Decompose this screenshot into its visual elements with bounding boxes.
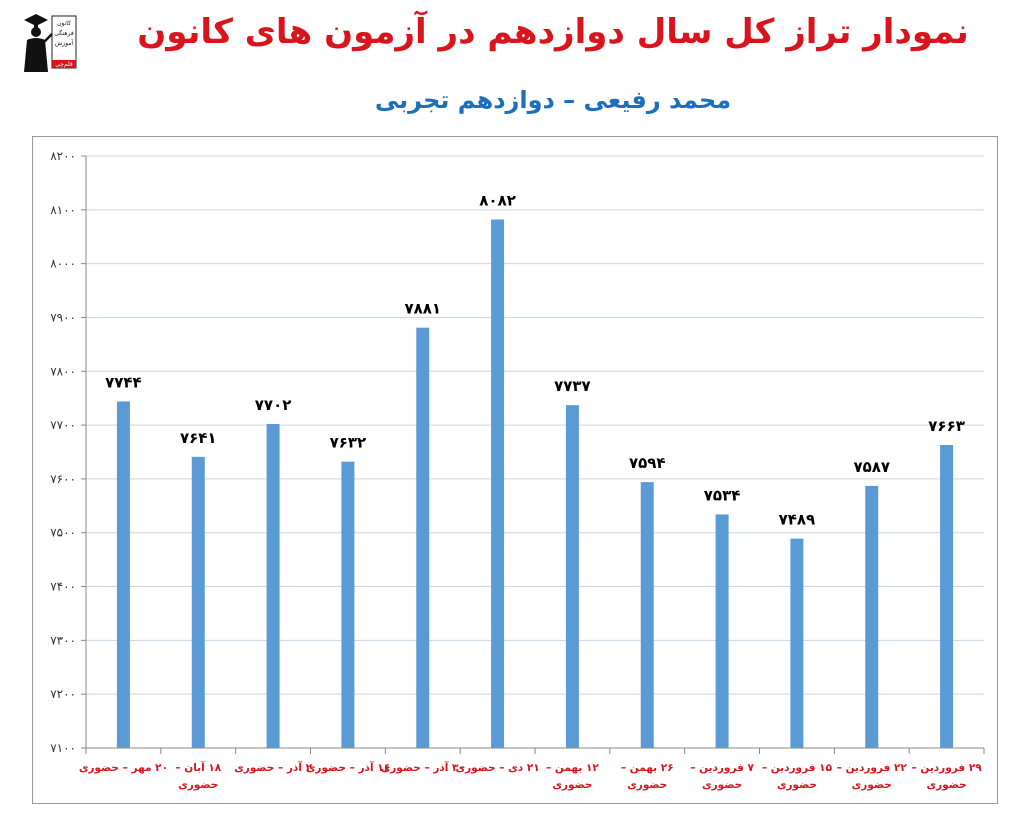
data-label: ۷۵۸۷: [853, 458, 890, 476]
bar: [640, 482, 654, 748]
category-label: ۳۰ آذر – حضوری: [381, 761, 465, 774]
category-label: ۲ آذر – حضوری: [234, 761, 312, 774]
chart-frame: [32, 136, 998, 804]
bar: [940, 445, 954, 748]
kanoon-logo: کانون فرهنگی آموزش قلم‌چی: [22, 10, 78, 74]
data-label: ۷۶۳۲: [330, 434, 367, 452]
data-label: ۷۶۶۳: [928, 417, 965, 435]
y-tick-label: ۷۵۰۰: [50, 526, 76, 540]
y-tick-label: ۸۲۰۰: [50, 149, 76, 163]
category-label: حضوری: [702, 779, 742, 791]
y-tick-label: ۷۱۰۰: [50, 741, 76, 755]
bar: [865, 485, 879, 748]
category-label: ۲۱ دی – حضوری: [455, 762, 539, 774]
category-label: حضوری: [178, 779, 218, 791]
data-label: ۷۵۹۴: [629, 454, 666, 472]
category-label: حضوری: [852, 779, 892, 791]
category-label: ۲۶ بهمن –: [621, 762, 674, 774]
category-label: حضوری: [926, 779, 966, 791]
bar: [416, 327, 430, 748]
data-label: ۷۶۴۱: [180, 429, 217, 447]
bar: [565, 405, 579, 748]
category-label: ۱۶ آذر – حضوری: [306, 761, 390, 774]
y-tick-label: ۸۰۰۰: [50, 257, 76, 271]
bar: [341, 461, 355, 748]
category-label: ۱۵ فروردین –: [762, 762, 833, 774]
category-label: ۷ فروردین –: [690, 762, 754, 774]
category-label: ۲۹ فروردین –: [912, 762, 983, 774]
y-tick-label: ۷۶۰۰: [50, 472, 76, 486]
y-tick-label: ۷۳۰۰: [50, 633, 76, 647]
y-tick-label: ۷۲۰۰: [50, 687, 76, 701]
data-label: ۷۷۳۷: [554, 377, 591, 395]
bar: [116, 401, 130, 748]
graduate-icon: کانون فرهنگی آموزش قلم‌چی: [24, 14, 77, 72]
y-tick-label: ۷۴۰۰: [50, 580, 76, 594]
page-subtitle: محمد رفیعی – دوازدهم تجربی: [374, 86, 732, 114]
bar: [491, 219, 505, 749]
data-label: ۷۴۸۹: [779, 511, 816, 529]
data-label: ۸۰۸۲: [479, 192, 516, 210]
logo-line-2: فرهنگی: [54, 29, 74, 37]
logo-line-3: آموزش: [55, 38, 74, 47]
bar: [715, 514, 729, 748]
data-label: ۷۸۸۱: [404, 300, 441, 318]
y-tick-label: ۷۸۰۰: [50, 364, 76, 378]
y-tick-label: ۷۷۰۰: [50, 418, 76, 432]
category-label: ۱۸ آبان –: [175, 761, 221, 774]
category-label: ۱۲ بهمن –: [546, 762, 599, 774]
y-tick-label: ۸۱۰۰: [50, 203, 76, 217]
data-label: ۷۷۰۲: [255, 396, 292, 414]
category-label: حضوری: [552, 779, 592, 791]
logo-line-4: قلم‌چی: [55, 61, 73, 68]
bar: [790, 538, 804, 748]
category-label: حضوری: [627, 779, 667, 791]
bar: [191, 456, 205, 748]
data-label: ۷۷۴۴: [105, 373, 142, 391]
page-title: نمودار تراز کل سال دوازدهم در آزمون های …: [137, 12, 969, 52]
category-label: ۲۲ فروردین –: [837, 762, 908, 774]
data-label: ۷۵۳۴: [704, 486, 741, 504]
category-label: حضوری: [777, 779, 817, 791]
y-tick-label: ۷۹۰۰: [50, 310, 76, 324]
bar: [266, 424, 280, 748]
category-label: ۲۰ مهر – حضوری: [79, 762, 168, 774]
logo-line-1: کانون: [57, 20, 71, 27]
